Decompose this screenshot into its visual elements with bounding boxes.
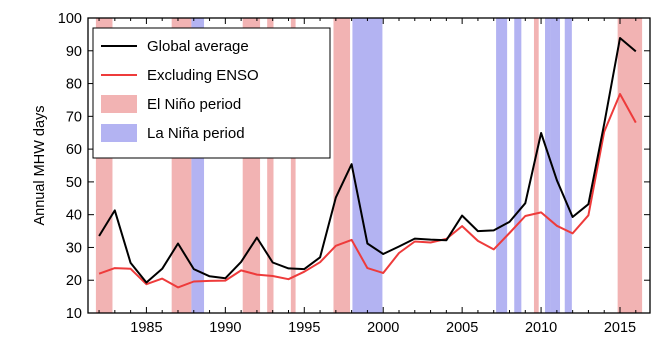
la-nina-band-4 xyxy=(545,18,551,313)
el-nino-band-3 xyxy=(267,18,274,313)
legend: Global average Excluding ENSO El Niño peri… xyxy=(92,27,331,159)
el-nino-band-6 xyxy=(533,18,539,313)
x-tick-label-1985: 1985 xyxy=(130,320,162,336)
legend-label-2: El Niño period xyxy=(147,96,241,113)
axis-ticks: 1985 1990 1995 2000 2005 2010 2015 10 20 30 40 50 60… xyxy=(58,11,650,336)
x-tick-label-2015: 2015 xyxy=(604,320,636,336)
la-nina-band-1 xyxy=(352,18,383,313)
y-tick-label-40: 40 xyxy=(66,208,82,224)
y-tick-label-10: 10 xyxy=(66,306,82,322)
series-line-global-average xyxy=(98,37,637,284)
x-tick-label-2010: 2010 xyxy=(525,320,557,336)
el-nino-band-5 xyxy=(333,18,351,313)
x-tick-label-1990: 1990 xyxy=(209,320,241,336)
legend-label-1: Excluding ENSO xyxy=(147,67,259,84)
y-tick-label-60: 60 xyxy=(66,142,82,158)
x-tick-label-2000: 2000 xyxy=(367,320,399,336)
la-nina-band-6 xyxy=(564,18,572,313)
la-nina-band-5 xyxy=(550,18,561,313)
legend-swatch-3 xyxy=(101,124,137,142)
el-nino-band-4 xyxy=(290,18,296,313)
plot-frame xyxy=(87,17,651,314)
x-tick-label-1995: 1995 xyxy=(288,320,320,336)
y-tick-label-90: 90 xyxy=(66,44,82,60)
legend-swatch-2 xyxy=(101,95,137,113)
y-tick-label-30: 30 xyxy=(66,240,82,256)
legend-label-3: La Niña period xyxy=(147,125,245,142)
series-lines xyxy=(98,37,637,289)
la-nina-band-2 xyxy=(496,18,508,313)
y-axis-label: Annual MHW days xyxy=(32,105,48,225)
y-tick-label-80: 80 xyxy=(66,77,82,93)
y-tick-label-70: 70 xyxy=(66,109,82,125)
la-nina-band-3 xyxy=(514,18,522,313)
y-tick-label-50: 50 xyxy=(66,175,82,191)
y-tick-label-20: 20 xyxy=(66,273,82,289)
el-nino-band-7 xyxy=(617,18,643,313)
series-line-excluding-enso xyxy=(98,93,637,289)
x-tick-label-2005: 2005 xyxy=(446,320,478,336)
legend-label-0: Global average xyxy=(147,38,249,55)
y-tick-label-100: 100 xyxy=(58,11,82,27)
